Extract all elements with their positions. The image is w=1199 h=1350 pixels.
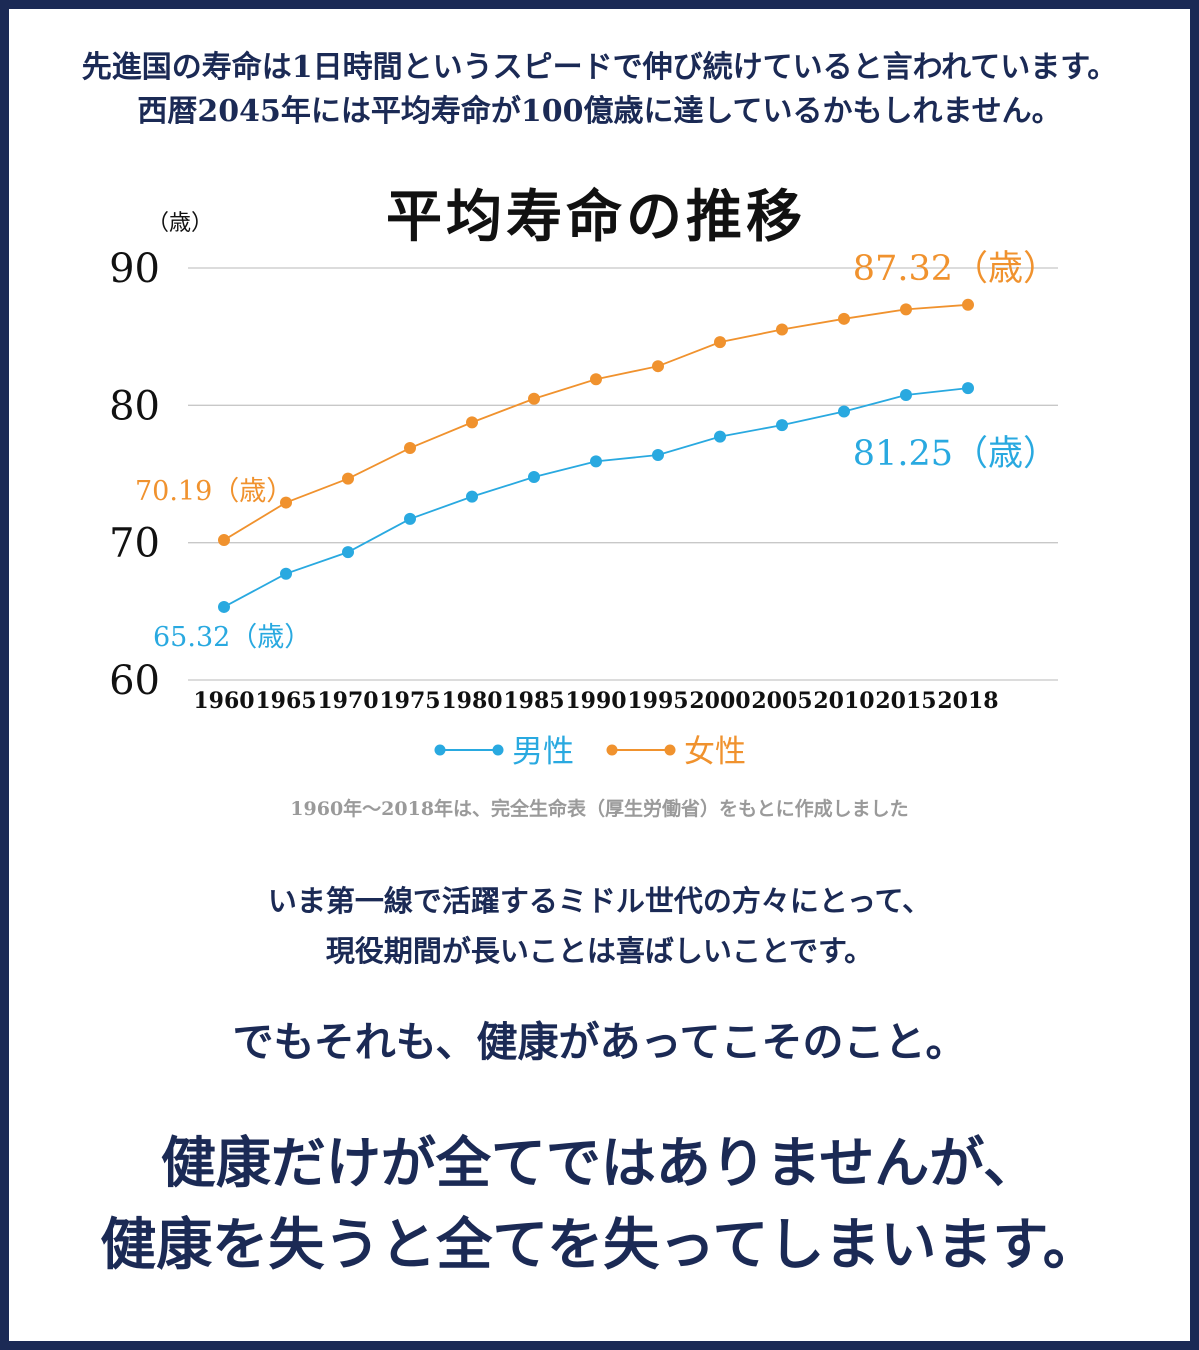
x-tick-label: 2000: [689, 688, 750, 714]
y-tick-label: 90: [109, 246, 160, 292]
source-note: 1960年〜2018年は、完全生命表（厚生労働省）をもとに作成しました: [290, 798, 909, 820]
closing-line-2-text: 健康を失うと全てを失ってしまいます。: [100, 1212, 1099, 1278]
chart-title: 平均寿命の推移: [386, 184, 806, 250]
data-point-female: [466, 416, 478, 429]
x-tick-label: 1980: [441, 688, 502, 714]
annotation-male-start: 65.32（歳）: [153, 622, 311, 653]
legend-label-female: 女性: [684, 734, 746, 770]
data-point-female: [342, 472, 354, 485]
data-point-female: [962, 298, 974, 311]
data-point-female: [404, 442, 416, 455]
data-point-female: [528, 392, 540, 405]
annotation-female-end: 87.32（歳）: [853, 249, 1058, 289]
y-tick-label: 80: [109, 383, 160, 429]
data-point-female: [900, 303, 912, 316]
legend-item-female: 女性: [606, 734, 746, 770]
y-axis-unit-label: （歳）: [147, 211, 213, 236]
closing-line-2-wrap: 健康を失うと全てを失ってしまいます。: [0, 1200, 1199, 1281]
series-line-female: [223, 303, 969, 541]
data-point-female: [714, 336, 726, 349]
closing-line-1: 健康だけが全てではありませんが、: [161, 1118, 1038, 1198]
data-point-female: [280, 496, 292, 509]
data-point-male: [466, 490, 478, 503]
x-tick-label: 1985: [503, 688, 564, 714]
data-point-male: [652, 449, 664, 462]
middle-line-2: 現役期間が長いことは喜ばしいことです。: [325, 934, 874, 968]
x-tick-label: 1970: [317, 688, 378, 714]
legend-label-male: 男性: [512, 734, 574, 770]
data-point-male: [900, 389, 912, 402]
intro-line-2: 西暦2045年には平均寿命が100億歳に達しているかもしれません。: [137, 94, 1062, 129]
data-point-female: [776, 323, 788, 336]
data-point-male: [280, 567, 292, 580]
intro-line-1: 先進国の寿命は1日時間というスピードで伸び続けていると言われています。: [81, 50, 1118, 85]
data-point-female: [652, 360, 664, 373]
x-tick-label: 2005: [751, 688, 812, 714]
y-tick-label: 60: [109, 658, 160, 704]
closing-line-1-wrap: 健康だけが全てではありませんが、: [0, 1118, 1199, 1198]
highlight-message: でもそれも、健康があってこそのこと。: [226, 1008, 973, 1068]
data-point-male: [342, 546, 354, 559]
highlight-message-text: でもそれも、健康があってこそのこと。: [232, 1018, 967, 1066]
data-point-male: [404, 512, 416, 525]
x-tick-label: 2010: [813, 688, 874, 714]
data-point-female: [838, 312, 850, 325]
x-tick-label: 1995: [627, 688, 688, 714]
annotation-female-start: 70.19（歳）: [135, 476, 293, 507]
x-tick-label: 1990: [565, 688, 626, 714]
data-point-male: [528, 471, 540, 484]
legend: 男性 女性: [434, 734, 746, 770]
middle-line-1: いま第一線で活躍するミドル世代の方々にとって、: [267, 884, 932, 918]
legend-item-male: 男性: [434, 734, 574, 770]
x-tick-label: 2018: [937, 688, 998, 714]
data-point-male: [838, 405, 850, 418]
x-tick-label: 1975: [379, 688, 440, 714]
x-tick-label: 1965: [255, 688, 316, 714]
data-point-male: [962, 382, 974, 395]
series-line-male: [223, 387, 969, 608]
highlight-message-wrap: でもそれも、健康があってこそのこと。: [0, 1008, 1199, 1068]
x-tick-label: 2015: [875, 688, 936, 714]
data-point-male: [776, 419, 788, 432]
data-point-female: [218, 534, 230, 547]
closing-line-1-text: 健康だけが全てではありませんが、: [160, 1130, 1039, 1195]
data-point-male: [218, 600, 230, 613]
data-point-female: [590, 373, 602, 386]
x-tick-label: 1960: [193, 688, 254, 714]
closing-line-2: 健康を失うと全てを失ってしまいます。: [94, 1200, 1106, 1281]
y-tick-label: 70: [109, 521, 160, 567]
data-point-male: [714, 430, 726, 443]
data-point-male: [590, 455, 602, 468]
annotation-male-end: 81.25（歳）: [853, 434, 1058, 474]
